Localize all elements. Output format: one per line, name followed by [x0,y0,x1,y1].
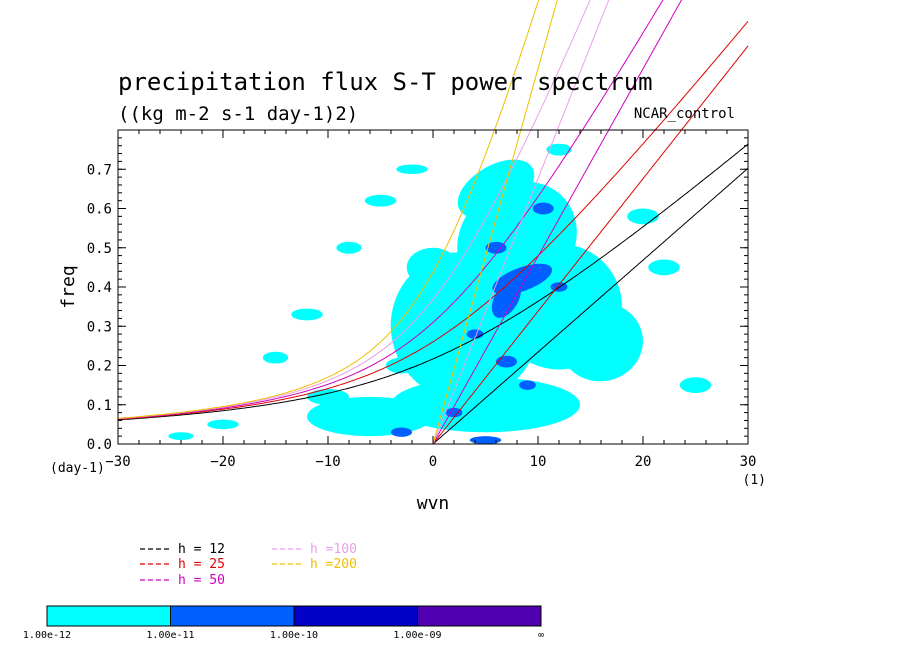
rossby-h200 [432,443,433,444]
contour-region-30 [469,436,502,444]
contour-region-4 [307,396,433,437]
colorbar-level-3: 1.00e-09 [393,630,441,641]
rossby-h12 [431,443,433,444]
colorbar: 1.00e-12 1.00e-11 1.00e-10 1.00e-09 ∞ [23,605,544,641]
colorbar-swatch-2 [293,605,418,627]
kelvin-h100 [432,0,610,444]
x-tick-label: 10 [530,454,547,470]
contour-region-13 [364,194,397,207]
mrg-h25 [117,20,749,420]
colorbar-swatch-3 [417,605,542,627]
contour-region-8 [385,357,418,374]
kelvin-h200 [432,0,558,444]
contour-layer [168,143,712,444]
x-tick-label: 0 [429,454,437,470]
y-tick-label: 0.0 [87,437,112,453]
contour-region-9 [307,389,349,405]
contour-region-24 [485,241,507,254]
contour-region-18 [546,143,572,156]
mrg-h12 [117,143,749,421]
contour-region-3 [391,377,580,433]
y-tick-label: 0.2 [87,359,112,375]
contour-region-10 [262,351,289,364]
colorbar-level-0: 1.00e-12 [23,630,71,641]
legend-label-h200: h =200 [310,557,357,572]
contour-region-5 [559,302,643,382]
colorbar-swatch-0 [46,605,171,627]
y-tick-label: 0.6 [87,202,112,218]
rossby-h100 [432,443,433,444]
mrg-h50 [117,0,664,420]
dispersion-curve-h25 [117,20,749,444]
colorbar-level-1: 1.00e-11 [146,630,194,641]
x-tick-label: 30 [740,454,757,470]
contour-region-15 [648,259,680,276]
colorbar-level-4: ∞ [538,630,544,641]
colorbar-swatch-1 [170,605,295,627]
x-unit-label: (1) [743,473,766,488]
contour-region-22 [491,279,522,318]
x-tick-label: −10 [315,454,340,470]
run-label: NCAR_control [634,106,735,122]
contour-region-31 [519,380,536,390]
x-tick-label: 20 [635,454,652,470]
y-tick-label: 0.3 [87,319,112,335]
contour-region-17 [627,208,659,225]
contour-region-16 [679,377,712,393]
dispersion-curve-h100 [117,0,610,444]
y-tick-label: 0.4 [87,280,112,296]
kelvin-h50 [432,0,683,444]
colorbar-level-2: 1.00e-10 [270,630,318,641]
kelvin-h25 [432,45,749,444]
contour-region-29 [391,427,412,437]
legend-label-h12: h = 12 [178,542,225,557]
mrg-h100 [117,0,591,420]
rossby-h25 [431,443,433,444]
contour-region-19 [396,164,428,174]
y-tick-label: 0.5 [87,241,112,257]
contour-region-6 [457,159,535,219]
axis-ticks: −30 −20 −10 0 10 20 30 0.0 0.1 0.2 0.3 0.4 0.5 0.6 0.7 [87,129,757,470]
legend-label-h50: h = 50 [178,573,225,588]
x-axis-label: wvn [417,493,450,514]
rossby-h50 [431,443,433,444]
y-tick-label: 0.7 [87,162,112,178]
dispersion-curve-layer [117,0,749,444]
contour-region-11 [291,308,323,321]
dispersion-curve-h50 [117,0,683,444]
x-tick-label: −20 [210,454,235,470]
contour-region-25 [532,202,554,215]
y-unit-label: (day-1) [50,461,105,476]
contour-region-7 [406,247,460,287]
mrg-h200 [117,0,540,419]
contour-region-20 [168,432,194,441]
y-tick-label: 0.1 [87,398,112,414]
dispersion-curve-h200 [117,0,558,444]
contour-region-12 [336,241,362,254]
contour-region-14 [207,419,239,430]
dispersion-curve-h12 [117,143,749,444]
x-tick-label: −30 [105,454,130,470]
legend-label-h100: h =100 [310,542,357,557]
chart-title: precipitation flux S-T power spectrum [118,68,653,96]
chart-subtitle: ((kg m-2 s-1 day-1)2) [118,103,358,125]
contour-region-23 [496,355,517,368]
y-axis-label: freq [58,265,79,308]
kelvin-h12 [432,167,749,444]
legend-label-h25: h = 25 [178,557,225,572]
